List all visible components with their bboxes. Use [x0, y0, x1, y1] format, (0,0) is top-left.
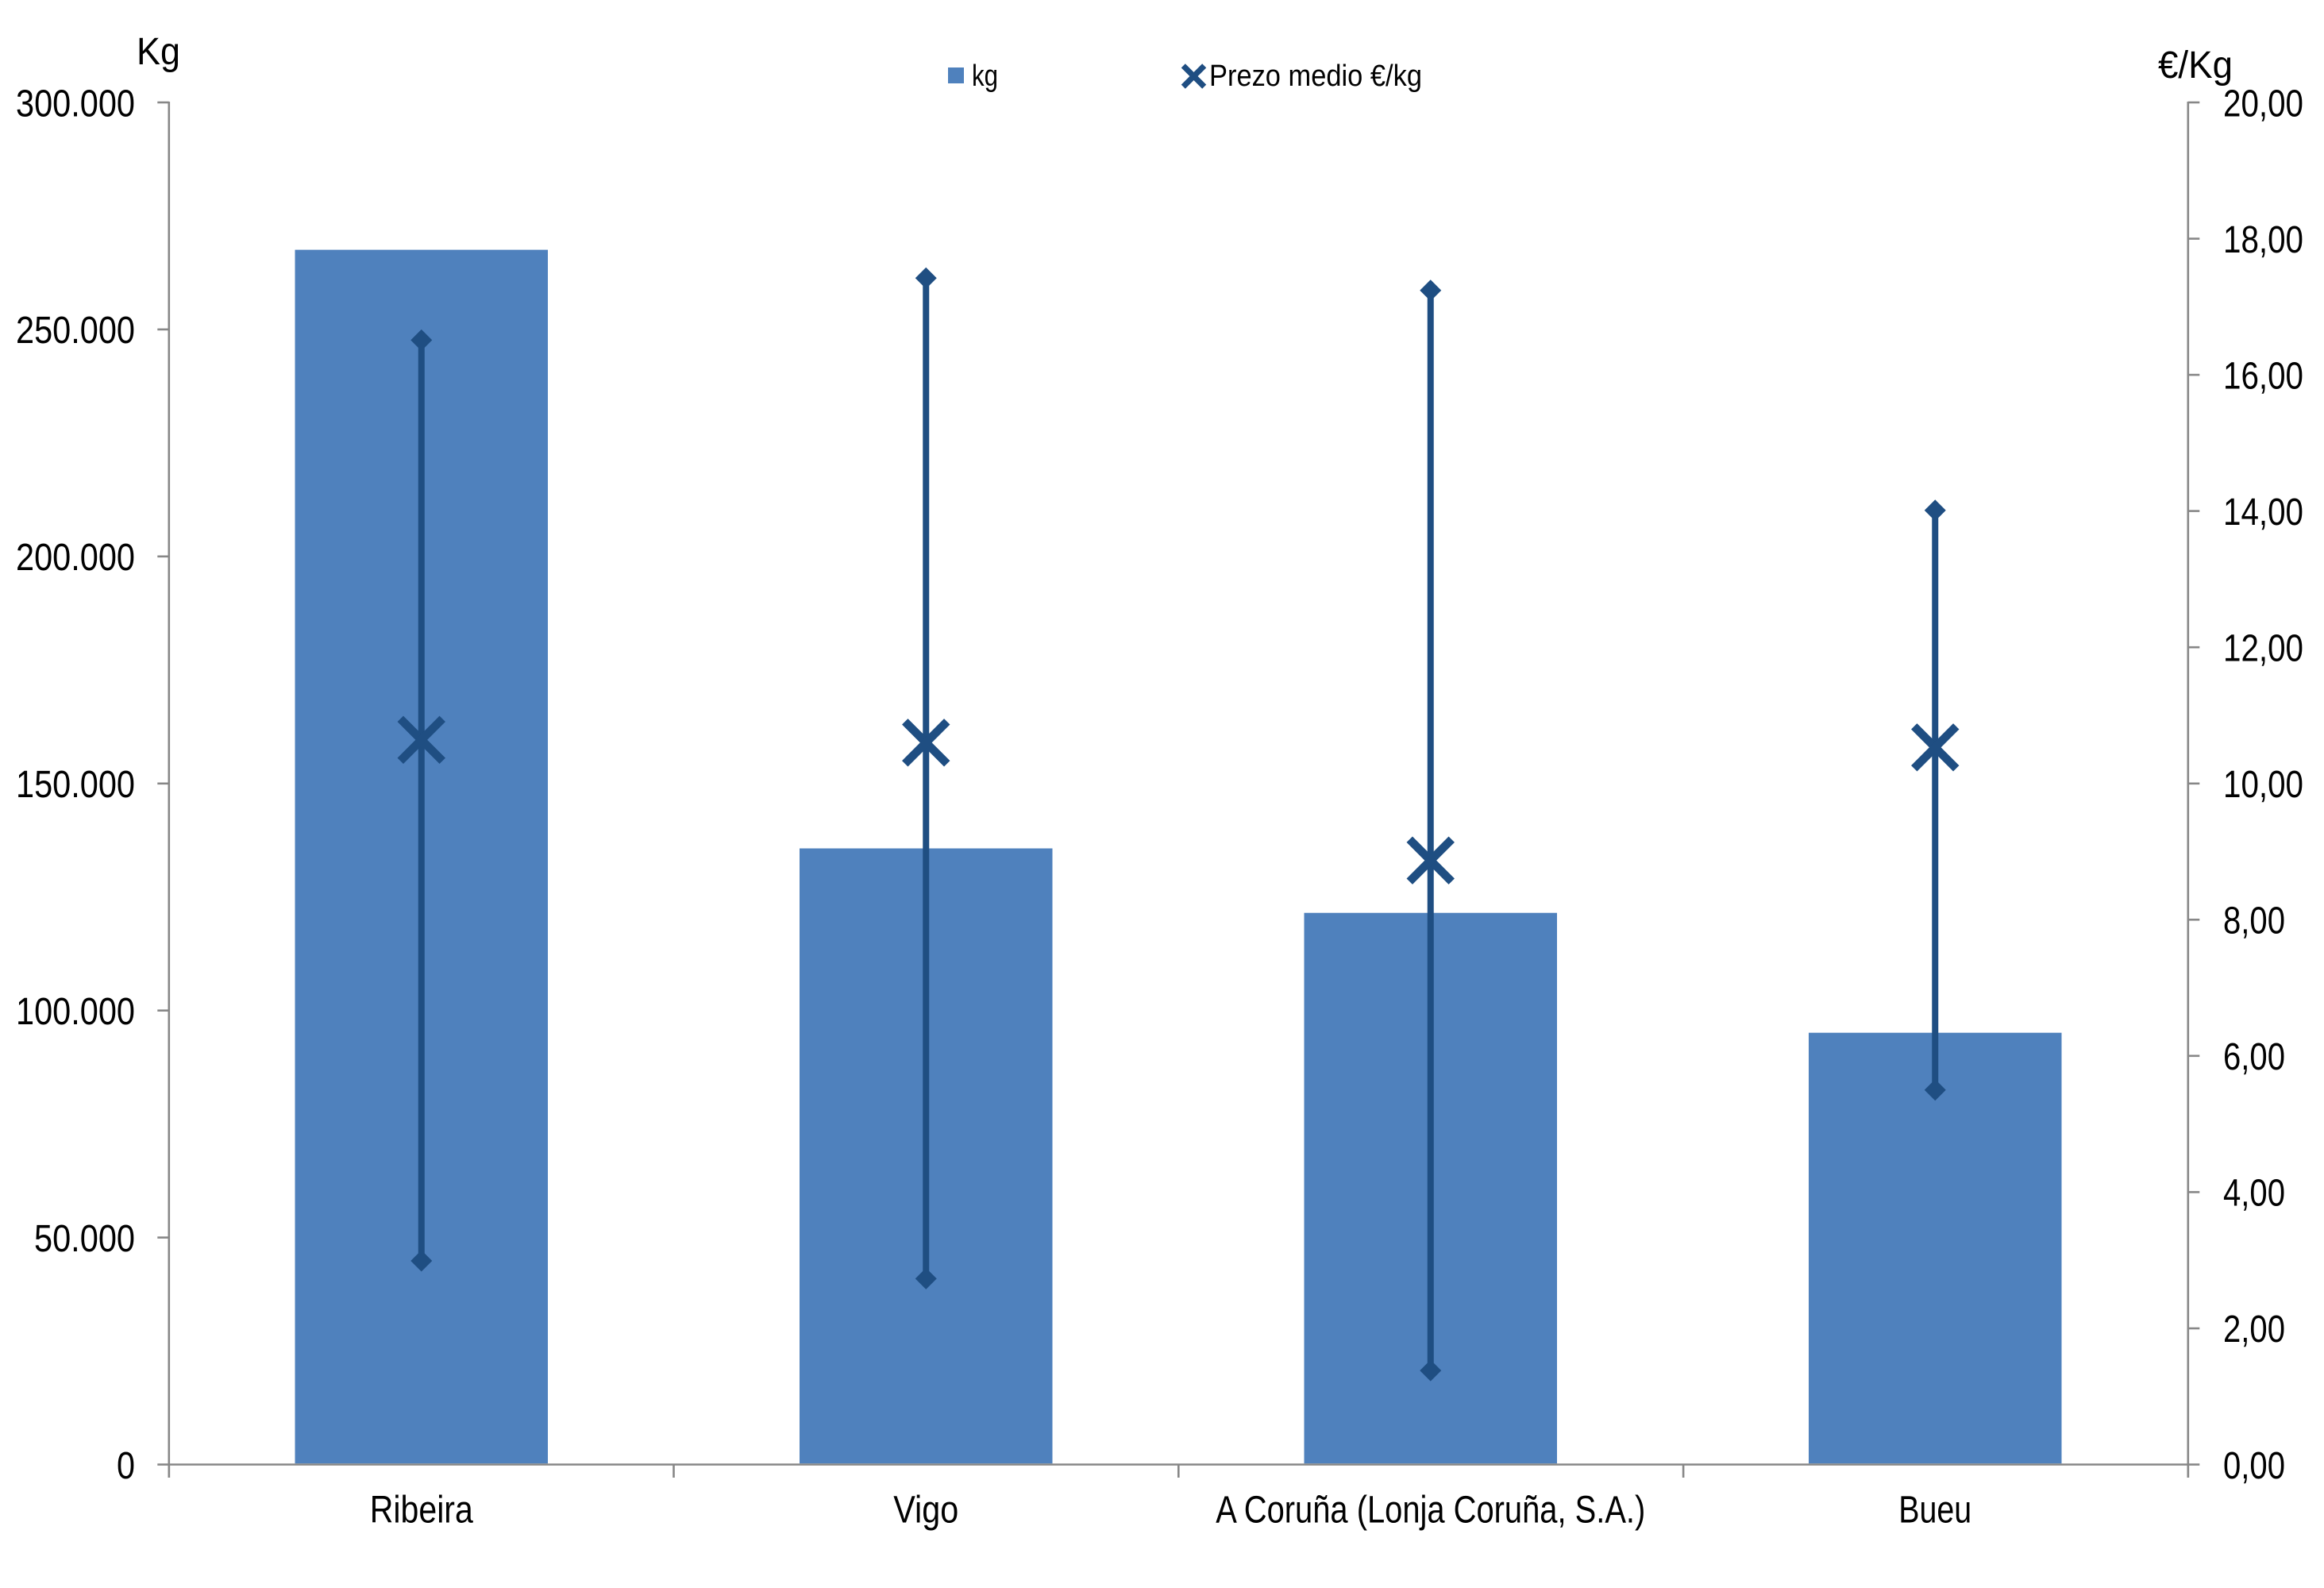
- svg-text:4,00: 4,00: [2223, 1173, 2285, 1215]
- svg-text:Vigo: Vigo: [893, 1490, 958, 1532]
- svg-text:10,00: 10,00: [2223, 764, 2303, 806]
- svg-text:50.000: 50.000: [34, 1218, 135, 1260]
- svg-text:A Coruña (Lonja Coruña, S.A.): A Coruña (Lonja Coruña, S.A.): [1216, 1490, 1645, 1532]
- svg-text:2,00: 2,00: [2223, 1309, 2285, 1351]
- svg-text:Ribeira: Ribeira: [370, 1490, 473, 1532]
- svg-text:16,00: 16,00: [2223, 355, 2303, 397]
- svg-text:0,00: 0,00: [2223, 1445, 2285, 1487]
- svg-text:300.000: 300.000: [16, 83, 135, 125]
- svg-text:100.000: 100.000: [16, 991, 135, 1033]
- svg-text:kg: kg: [972, 60, 998, 93]
- svg-text:Kg: Kg: [137, 31, 180, 73]
- svg-text:200.000: 200.000: [16, 537, 135, 579]
- svg-text:Bueu: Bueu: [1898, 1490, 1971, 1532]
- svg-text:14,00: 14,00: [2223, 491, 2303, 534]
- svg-text:8,00: 8,00: [2223, 900, 2285, 942]
- svg-text:18,00: 18,00: [2223, 219, 2303, 261]
- svg-text:0: 0: [117, 1445, 135, 1487]
- svg-text:250.000: 250.000: [16, 310, 135, 352]
- svg-text:12,00: 12,00: [2223, 628, 2303, 670]
- svg-text:6,00: 6,00: [2223, 1036, 2285, 1078]
- svg-text:150.000: 150.000: [16, 764, 135, 806]
- svg-text:20,00: 20,00: [2223, 83, 2303, 125]
- svg-text:€/Kg: €/Kg: [2158, 44, 2233, 87]
- svg-text:Prezo medio €/kg: Prezo medio €/kg: [1209, 60, 1422, 93]
